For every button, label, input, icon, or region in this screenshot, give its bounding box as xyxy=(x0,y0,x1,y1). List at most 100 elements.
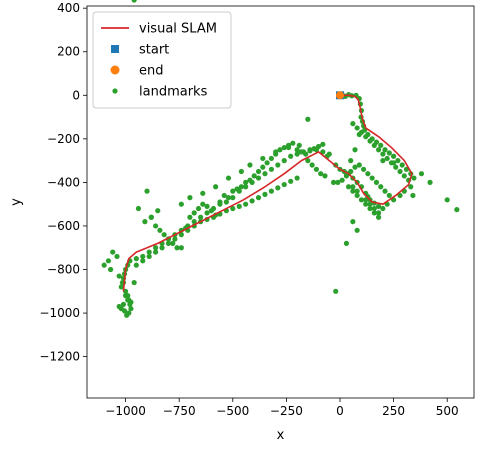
landmark-point xyxy=(356,162,362,168)
landmark-point xyxy=(187,195,193,201)
landmark-point xyxy=(157,227,163,233)
landmark-point xyxy=(410,192,416,199)
legend: visual SLAM start end landmarks xyxy=(92,11,232,109)
landmark-point xyxy=(116,303,122,310)
landmark-point xyxy=(153,245,159,251)
landmark-point xyxy=(178,245,184,251)
landmark-point xyxy=(277,147,283,153)
landmark-point xyxy=(371,142,377,148)
landmark-point xyxy=(255,168,262,175)
landmark-point xyxy=(268,155,274,162)
landmark-point xyxy=(161,232,167,238)
legend-label: end xyxy=(139,64,164,79)
landmark-point xyxy=(380,205,386,212)
plot-frame xyxy=(86,5,475,399)
landmark-point xyxy=(204,203,210,209)
legend-label: visual SLAM xyxy=(139,22,217,37)
landmark-point xyxy=(234,186,240,192)
landmark-point xyxy=(311,146,317,152)
landmark-point xyxy=(238,184,244,190)
landmark-point xyxy=(427,179,433,185)
landmark-point xyxy=(264,160,270,166)
landmark-point xyxy=(153,249,159,255)
landmark-point xyxy=(178,232,184,238)
x-tick-label: −750 xyxy=(163,404,196,418)
landmark-point xyxy=(290,140,296,146)
y-tick-label: 200 xyxy=(57,45,80,59)
landmark-point xyxy=(174,245,180,251)
legend-label: start xyxy=(139,43,169,58)
landmark-point xyxy=(288,178,294,184)
landmark-point xyxy=(131,279,137,286)
landmark-point xyxy=(358,129,365,135)
landmark-point xyxy=(395,158,401,164)
landmark-point xyxy=(322,173,328,179)
x-tick-label: 250 xyxy=(382,404,405,418)
landmark-point xyxy=(120,301,127,307)
landmark-point xyxy=(365,171,371,177)
landmark-point xyxy=(146,249,152,255)
landmark-point xyxy=(187,214,193,220)
landmark-point xyxy=(382,147,388,153)
landmark-point xyxy=(255,175,262,181)
landmark-point xyxy=(369,175,375,181)
landmark-point xyxy=(380,151,386,157)
legend-item-start: start xyxy=(111,43,169,58)
landmark-point xyxy=(354,188,360,194)
y-tick-label: 400 xyxy=(57,1,80,15)
landmark-point xyxy=(262,191,268,197)
legend-square-swatch xyxy=(111,45,119,53)
landmark-point xyxy=(230,188,236,194)
landmark-point xyxy=(352,164,358,170)
landmark-point xyxy=(170,240,176,246)
landmark-point xyxy=(348,168,354,175)
landmark-point xyxy=(375,214,382,220)
landmark-point xyxy=(131,0,137,3)
landmark-point xyxy=(275,185,281,191)
x-tick-label: 500 xyxy=(436,404,459,418)
landmark-point xyxy=(243,201,249,207)
landmark-point xyxy=(335,179,341,185)
landmark-point xyxy=(367,138,373,144)
landmark-point xyxy=(343,240,350,246)
landmark-point xyxy=(172,236,178,242)
x-tick-label: −250 xyxy=(270,404,303,418)
x-axis-label: x xyxy=(277,428,285,443)
landmark-point xyxy=(363,134,369,140)
y-axis-label: y xyxy=(9,198,24,206)
landmark-point xyxy=(386,192,392,199)
landmark-point xyxy=(268,188,274,194)
landmark-point xyxy=(251,173,257,179)
landmark-point xyxy=(281,158,287,164)
landmark-point xyxy=(223,199,229,205)
landmark-point xyxy=(375,210,382,216)
landmark-point xyxy=(101,262,107,268)
trajectory-layer xyxy=(122,94,413,292)
landmark-point xyxy=(371,205,377,212)
plot-area xyxy=(101,0,460,318)
landmark-point xyxy=(360,166,367,172)
landmark-point xyxy=(348,158,354,164)
legend-item-end: end xyxy=(110,64,164,79)
y-tick-label: −1000 xyxy=(39,306,80,320)
landmark-point xyxy=(273,149,279,155)
landmark-point xyxy=(198,214,204,220)
landmark-point xyxy=(146,253,152,260)
landmark-point xyxy=(124,312,130,318)
landmark-point xyxy=(225,175,232,181)
landmark-point xyxy=(350,188,356,194)
landmark-point xyxy=(107,266,114,273)
landmark-point xyxy=(133,256,139,262)
landmark-point xyxy=(367,201,373,207)
landmark-point xyxy=(285,144,292,151)
landmark-point xyxy=(371,210,377,216)
landmark-point xyxy=(393,164,399,170)
landmark-point xyxy=(140,253,146,260)
landmark-point xyxy=(225,195,232,201)
landmark-point xyxy=(281,144,287,151)
landmark-point xyxy=(288,153,294,159)
landmark-point xyxy=(122,293,129,299)
landmark-point xyxy=(354,125,360,131)
landmark-point xyxy=(408,184,414,190)
